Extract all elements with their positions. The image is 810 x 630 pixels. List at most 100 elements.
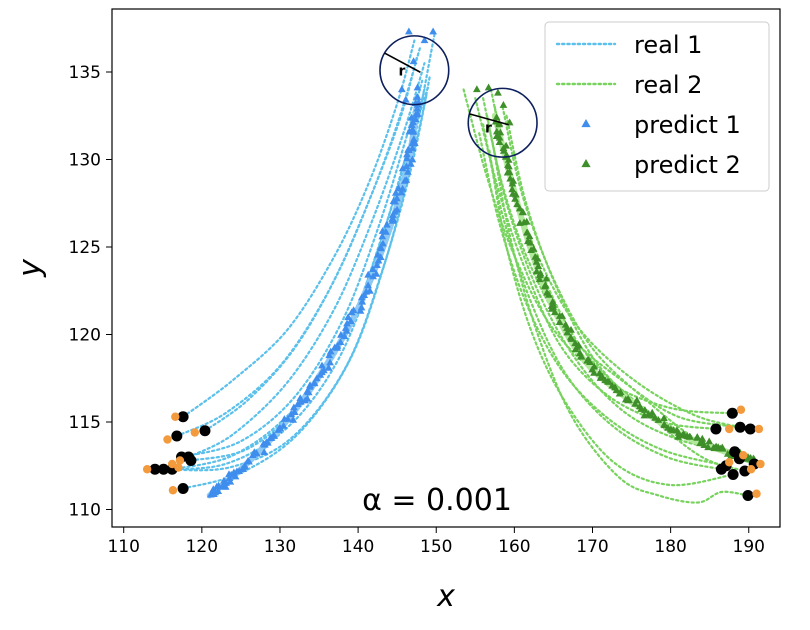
predict2-point-18 bbox=[503, 168, 512, 176]
predict1-point-68 bbox=[318, 361, 326, 369]
predict2-point-37 bbox=[524, 237, 532, 245]
predict2-point-122 bbox=[686, 433, 694, 440]
x-tick-label-180: 180 bbox=[654, 537, 686, 557]
predict1-point-7 bbox=[212, 482, 221, 490]
predict1-point-13 bbox=[226, 477, 235, 485]
predict2-point-77 bbox=[586, 358, 594, 366]
predict2-point-53 bbox=[548, 297, 557, 305]
start-offset-2-2 bbox=[754, 424, 764, 434]
alpha-annotation: α = 0.001 bbox=[362, 483, 512, 518]
legend-marker-3 bbox=[581, 159, 591, 168]
start-point-1-2 bbox=[171, 430, 183, 442]
real2-path-10 bbox=[488, 149, 735, 487]
predict2-point-43 bbox=[534, 262, 543, 270]
predict2-point-120 bbox=[679, 430, 688, 437]
start-point-1-8 bbox=[158, 463, 170, 475]
radius-line-2 bbox=[469, 113, 509, 126]
predict2-point-26 bbox=[513, 200, 521, 208]
y-axis-label: y bbox=[13, 258, 48, 278]
predict2-point-63 bbox=[563, 324, 571, 331]
predict1-point-84 bbox=[349, 306, 358, 314]
predict1-point-77 bbox=[340, 332, 349, 340]
radius-line-1 bbox=[384, 52, 421, 73]
predict2-point-92 bbox=[616, 388, 625, 396]
predict2-point-129 bbox=[704, 443, 712, 451]
predict1-point-141 bbox=[407, 113, 416, 121]
predict1-tip-2 bbox=[429, 27, 437, 35]
predict2-point-50 bbox=[541, 282, 549, 290]
predict2-point-35 bbox=[525, 232, 534, 240]
real1-path-3 bbox=[187, 62, 426, 459]
start-offset-2-6 bbox=[746, 465, 756, 474]
predict1-point-129 bbox=[403, 150, 411, 158]
x-tick-label-130: 130 bbox=[264, 537, 296, 557]
predict1-tip-5 bbox=[413, 83, 422, 91]
predict1-tip-1 bbox=[420, 36, 429, 44]
predict1-point-93 bbox=[364, 270, 373, 278]
predict1-point-123 bbox=[404, 167, 412, 175]
predict1-point-39 bbox=[266, 434, 275, 442]
x-axis-label: x bbox=[436, 579, 455, 614]
predict1-point-80 bbox=[343, 319, 351, 327]
start-point-1-1 bbox=[199, 425, 211, 437]
real2-path-11 bbox=[491, 140, 750, 504]
real1-path-0 bbox=[182, 39, 416, 418]
real1-path-4 bbox=[180, 79, 424, 459]
real2-path-8 bbox=[482, 123, 723, 471]
y-tick-label-130: 130 bbox=[69, 151, 101, 171]
predict2-point-74 bbox=[576, 352, 585, 360]
predict2-point-0 bbox=[492, 113, 501, 121]
predict2-point-130 bbox=[705, 437, 714, 445]
start-offset-2-5 bbox=[725, 458, 734, 467]
predict2-point-11 bbox=[499, 146, 508, 154]
predict1-point-51 bbox=[290, 403, 298, 411]
predict2-point-90 bbox=[612, 386, 621, 394]
predict2-point-116 bbox=[674, 429, 683, 436]
predict1-point-16 bbox=[225, 470, 233, 478]
predict1-point-44 bbox=[279, 421, 288, 429]
predict1-point-138 bbox=[408, 125, 417, 133]
predict2-point-71 bbox=[571, 345, 580, 353]
predict1-tip-4 bbox=[397, 85, 406, 93]
predict2-point-70 bbox=[574, 341, 583, 349]
radius-label-2: r bbox=[485, 120, 492, 136]
predict1-point-126 bbox=[402, 162, 411, 170]
predict2-point-128 bbox=[700, 441, 709, 449]
predict2-point-65 bbox=[567, 325, 575, 333]
predict2-point-84 bbox=[597, 372, 606, 379]
predict1-point-87 bbox=[358, 297, 367, 305]
predict1-point-32 bbox=[260, 448, 269, 456]
predict2-tip-4 bbox=[505, 118, 514, 126]
predict2-point-21 bbox=[508, 179, 517, 187]
predict2-point-31 bbox=[522, 217, 531, 225]
start-offset-2-4 bbox=[756, 459, 765, 469]
start-offset-1-5 bbox=[142, 465, 152, 474]
predict1-point-103 bbox=[379, 239, 387, 247]
predict2-point-14 bbox=[504, 156, 513, 163]
predict1-point-134 bbox=[410, 139, 419, 147]
predict2-point-22 bbox=[508, 185, 517, 193]
predict1-tip-3 bbox=[409, 57, 418, 65]
predict1-point-81 bbox=[347, 317, 355, 325]
predict2-point-124 bbox=[693, 433, 702, 441]
predict1-point-79 bbox=[341, 324, 350, 331]
predict1-point-95 bbox=[372, 269, 381, 277]
predict2-point-107 bbox=[654, 416, 663, 423]
predict2-tip-2 bbox=[494, 88, 502, 96]
predict2-point-10 bbox=[502, 141, 510, 149]
predict1-point-149 bbox=[413, 93, 422, 100]
real1-path-2 bbox=[175, 44, 422, 438]
legend-box bbox=[544, 21, 770, 192]
predict1-point-102 bbox=[377, 244, 385, 252]
predict1-point-56 bbox=[303, 394, 312, 402]
predict1-point-144 bbox=[413, 110, 422, 117]
predict2-point-60 bbox=[558, 312, 567, 319]
predict1-point-145 bbox=[413, 104, 422, 112]
predict1-point-113 bbox=[393, 205, 401, 213]
radius-circle-2 bbox=[467, 87, 538, 158]
predict1-point-54 bbox=[296, 394, 305, 402]
predict1-tip-6 bbox=[401, 95, 410, 103]
x-tick-label-110: 110 bbox=[107, 537, 139, 557]
y-tick-label-110: 110 bbox=[69, 501, 101, 521]
predict2-point-16 bbox=[505, 162, 513, 170]
